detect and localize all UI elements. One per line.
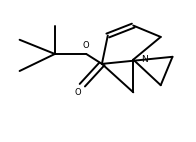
Text: N: N <box>141 55 148 64</box>
Text: O: O <box>83 41 90 50</box>
Text: O: O <box>74 88 81 97</box>
